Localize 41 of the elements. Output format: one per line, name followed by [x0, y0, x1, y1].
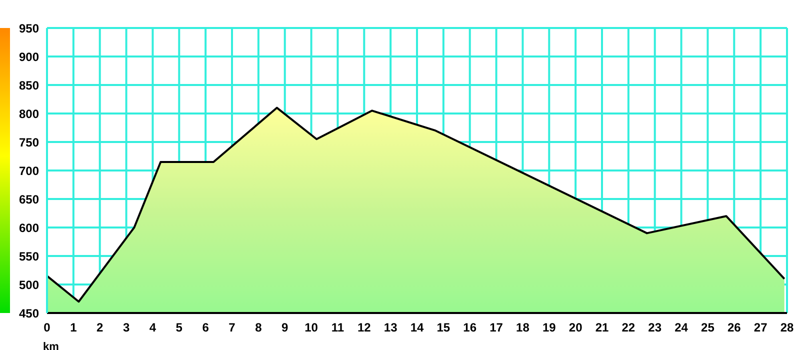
x-tick-label: 22 [622, 320, 636, 335]
x-tick-label: 26 [727, 320, 742, 335]
x-tick-label: 9 [282, 320, 289, 335]
y-tick-label: 700 [18, 164, 40, 178]
x-tick-label: 16 [463, 320, 477, 335]
x-tick-label: 3 [122, 320, 130, 335]
x-tick-label: 12 [357, 320, 372, 335]
x-tick-label: 20 [568, 320, 583, 335]
x-tick-label: 0 [44, 320, 51, 335]
x-tick-label: 28 [780, 320, 794, 335]
x-tick-label: 27 [754, 320, 768, 335]
x-tick-label: 21 [595, 320, 609, 335]
x-tick-label: 2 [96, 320, 104, 335]
y-tick-label: 650 [18, 192, 40, 206]
x-tick-label: 10 [304, 320, 318, 335]
y-tick-label: 750 [18, 135, 40, 150]
x-tick-label: 14 [410, 320, 424, 335]
x-tick-label: 24 [674, 320, 688, 335]
x-tick-label: 13 [384, 320, 398, 335]
x-tick-label: 18 [516, 320, 530, 335]
x-tick-label: 25 [701, 320, 715, 335]
x-tick-label: 7 [228, 320, 236, 335]
x-axis-title: km [43, 341, 60, 350]
y-tick-label: 500 [18, 278, 40, 292]
y-tick-label: 800 [18, 106, 40, 121]
x-tick-label: 23 [648, 320, 662, 335]
x-tick-label: 11 [331, 320, 344, 335]
y-tick-label: 600 [18, 220, 40, 235]
y-tick-label: 900 [18, 50, 40, 64]
x-tick-label: 4 [149, 320, 156, 335]
x-tick-label: 1 [70, 320, 78, 335]
x-tick-label: 6 [202, 320, 210, 335]
x-tick-label: 17 [490, 320, 504, 335]
y-tick-label: 450 [18, 306, 40, 320]
y-tick-label: 550 [18, 249, 40, 264]
y-tick-label: 950 [18, 21, 40, 36]
y-tick-label: 850 [18, 78, 40, 92]
x-tick-label: 5 [176, 320, 183, 335]
x-tick-label: 15 [436, 320, 450, 335]
x-tick-label: 19 [542, 320, 556, 335]
x-tick-label: 8 [255, 320, 262, 335]
